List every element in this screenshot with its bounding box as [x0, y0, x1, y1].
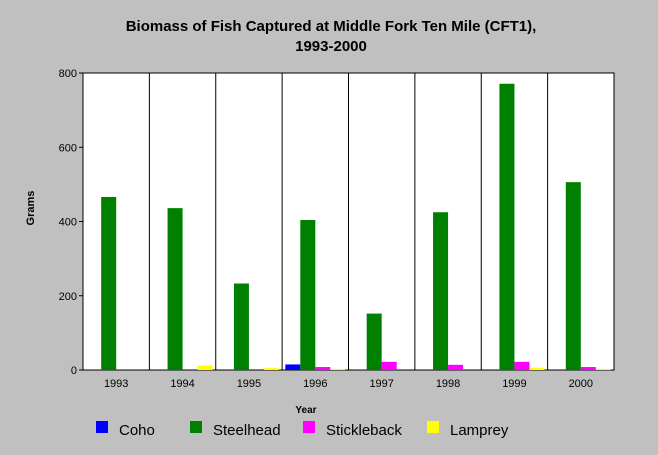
bar-steelhead	[433, 212, 449, 370]
x-tick-label: 1997	[369, 378, 393, 390]
x-tick-label: 1999	[502, 378, 526, 390]
legend-label-coho: Coho	[119, 422, 155, 439]
bar-lamprey	[197, 365, 213, 370]
bar-stickleback	[580, 367, 596, 370]
legend-swatch-stickleback	[303, 421, 315, 433]
bar-steelhead	[565, 182, 581, 370]
x-tick-label: 1995	[237, 378, 261, 390]
legend-label-lamprey: Lamprey	[450, 422, 509, 439]
bar-coho	[285, 364, 301, 370]
x-tick-label: 1993	[104, 378, 128, 390]
bar-stickleback	[448, 364, 464, 370]
legend-swatch-coho	[96, 421, 108, 433]
bar-lamprey	[330, 368, 346, 370]
bar-stickleback	[381, 361, 397, 370]
bar-lamprey	[529, 367, 545, 370]
x-tick-label: 1996	[303, 378, 327, 390]
bars	[101, 83, 611, 371]
grid-lines	[148, 73, 549, 370]
legend-swatch-lamprey	[427, 421, 439, 433]
legend: Coho Steelhead Stickleback Lamprey	[96, 421, 509, 439]
legend-label-steelhead: Steelhead	[213, 422, 281, 439]
y-axis-label: Grams	[25, 191, 37, 226]
y-tick-label: 600	[59, 142, 77, 154]
chart-title-line-2: 1993-2000	[295, 38, 367, 55]
bar-steelhead	[499, 83, 515, 371]
y-tick-label: 400	[59, 217, 77, 229]
chart-title-line-1: Biomass of Fish Captured at Middle Fork …	[126, 18, 537, 35]
y-tick-label: 200	[59, 291, 77, 303]
bar-steelhead	[233, 283, 249, 370]
bar-stickleback	[514, 361, 530, 370]
y-tick-label: 800	[59, 68, 77, 80]
bar-steelhead	[167, 208, 183, 370]
x-tick-label: 2000	[569, 378, 593, 390]
bar-steelhead	[366, 313, 382, 370]
bar-lamprey	[595, 368, 611, 370]
y-tick-label: 0	[71, 365, 77, 377]
legend-swatch-steelhead	[190, 421, 202, 433]
x-axis: 1993 1994 1995 1996 1997 1998 1999 2000	[104, 378, 593, 390]
x-tick-label: 1994	[170, 378, 194, 390]
y-axis: 0 200 400 600 800	[59, 68, 83, 377]
bar-stickleback	[315, 367, 331, 370]
bar-lamprey	[263, 368, 279, 370]
legend-label-stickleback: Stickleback	[326, 422, 402, 439]
x-tick-label: 1998	[436, 378, 460, 390]
bar-steelhead	[101, 196, 117, 370]
bar-steelhead	[300, 220, 316, 370]
x-axis-label: Year	[295, 405, 316, 416]
